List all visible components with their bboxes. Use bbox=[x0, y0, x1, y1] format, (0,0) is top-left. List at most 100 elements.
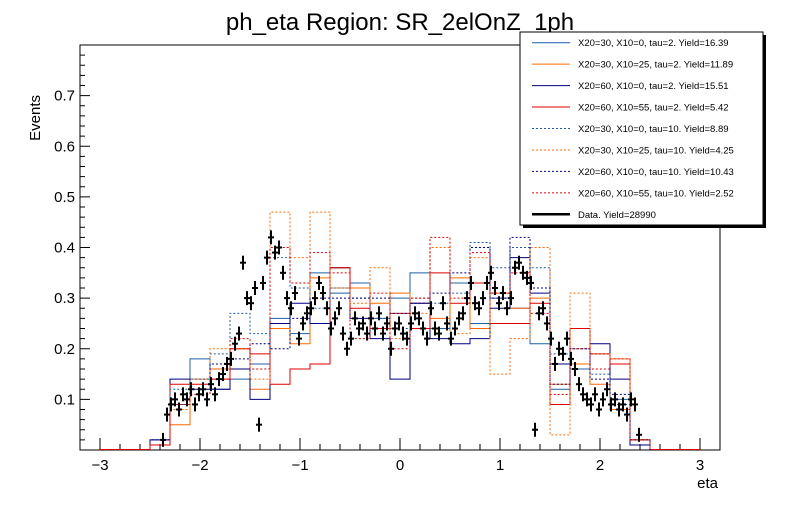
data-point bbox=[224, 356, 230, 371]
data-point bbox=[600, 392, 606, 407]
data-point bbox=[548, 331, 554, 346]
data-point bbox=[232, 336, 238, 351]
data-point bbox=[488, 265, 494, 280]
data-point bbox=[248, 296, 254, 311]
x-tick-label: −2 bbox=[191, 457, 208, 474]
legend-entry-label: X20=30, X10=25, tau=2. Yield=11.89 bbox=[578, 60, 733, 71]
x-tick-label: 1 bbox=[496, 457, 504, 474]
histogram-series-4 bbox=[149, 267, 651, 450]
data-point bbox=[176, 402, 182, 417]
data-point bbox=[376, 306, 382, 321]
data-point bbox=[284, 291, 290, 306]
histogram-series-6 bbox=[149, 211, 651, 450]
legend-entry-label: X20=60, X10=0, tau=2. Yield=15.51 bbox=[578, 81, 729, 92]
data-point bbox=[344, 341, 350, 356]
data-point bbox=[364, 326, 370, 341]
x-tick-label: 2 bbox=[596, 457, 604, 474]
data-point bbox=[188, 382, 194, 397]
data-point bbox=[304, 306, 310, 321]
data-point bbox=[160, 432, 166, 447]
data-point bbox=[260, 275, 266, 290]
data-point bbox=[444, 316, 450, 331]
data-point bbox=[208, 377, 214, 392]
data-point bbox=[280, 265, 286, 280]
data-point bbox=[192, 397, 198, 412]
y-tick-label: 0.1 bbox=[54, 391, 75, 408]
data-point bbox=[164, 407, 170, 422]
data-point bbox=[456, 311, 462, 326]
y-tick-label: 0.5 bbox=[54, 189, 75, 206]
data-point bbox=[408, 316, 414, 331]
data-point bbox=[440, 296, 446, 311]
data-point bbox=[520, 265, 526, 280]
data-point bbox=[432, 321, 438, 336]
data-point bbox=[276, 240, 282, 255]
legend-entry-label: X20=60, X10=55, tau=10. Yield=2.52 bbox=[578, 188, 734, 199]
data-point bbox=[200, 382, 206, 397]
legend: X20=30, X10=0, tau=2. Yield=16.39 X20=30,… bbox=[519, 31, 766, 228]
data-point bbox=[492, 281, 498, 295]
data-point bbox=[396, 316, 402, 331]
data-point bbox=[216, 372, 222, 387]
data-point bbox=[544, 316, 550, 331]
histogram-series-3 bbox=[149, 257, 651, 450]
data-point bbox=[296, 331, 302, 346]
data-point bbox=[532, 422, 538, 437]
legend-entry-label: X20=60, X10=55, tau=2. Yield=5.42 bbox=[578, 103, 729, 114]
data-point bbox=[620, 397, 626, 412]
data-point bbox=[416, 311, 422, 326]
data-point bbox=[524, 270, 530, 285]
data-point bbox=[196, 387, 202, 402]
data-point bbox=[584, 392, 590, 407]
data-point bbox=[244, 291, 250, 306]
histogram-series-2 bbox=[149, 267, 651, 450]
data-point bbox=[388, 341, 394, 356]
data-point bbox=[272, 245, 278, 260]
data-point bbox=[400, 326, 406, 341]
data-point bbox=[572, 362, 578, 376]
data-point bbox=[476, 301, 482, 316]
data-point bbox=[392, 321, 398, 336]
data-point bbox=[360, 316, 366, 331]
plot-area: 0.1 0.2 0.3 0.4 0.5 0.6 0.7 −3 −2 −1 0 1 2 3 bbox=[54, 44, 721, 474]
data-point bbox=[612, 392, 618, 407]
data-point bbox=[328, 321, 334, 336]
y-tick-label: 0.4 bbox=[54, 240, 75, 257]
y-axis-label: Events bbox=[27, 95, 44, 141]
data-point bbox=[516, 255, 522, 270]
data-point bbox=[380, 326, 386, 341]
data-point bbox=[624, 407, 630, 422]
data-point bbox=[316, 275, 322, 290]
x-tick-label: −3 bbox=[91, 457, 108, 474]
x-tick-label: −1 bbox=[291, 457, 308, 474]
data-point bbox=[172, 392, 178, 407]
y-tick-label: 0.7 bbox=[54, 88, 75, 105]
legend-entry-label: X20=30, X10=0, tau=2. Yield=16.39 bbox=[578, 38, 729, 49]
data-point bbox=[480, 291, 486, 306]
data-point bbox=[636, 427, 642, 442]
data-point bbox=[616, 402, 622, 417]
data-point bbox=[448, 331, 454, 346]
y-tick-label: 0.2 bbox=[54, 341, 75, 358]
data-point bbox=[332, 311, 338, 326]
x-axis-label: eta bbox=[697, 475, 719, 492]
data-point bbox=[580, 387, 586, 402]
data-point bbox=[540, 301, 546, 316]
y-tick-label: 0.3 bbox=[54, 290, 75, 307]
legend-entry-label: X20=60, X10=0, tau=10. Yield=10.43 bbox=[578, 167, 734, 178]
chart-title: ph_eta Region: SR_2elOnZ_1ph bbox=[226, 9, 574, 36]
legend-entry-label: X20=30, X10=0, tau=10. Yield=8.89 bbox=[578, 124, 729, 135]
data-point bbox=[336, 301, 342, 316]
data-point bbox=[236, 326, 242, 341]
data-point bbox=[352, 311, 358, 326]
histogram-series-5 bbox=[149, 241, 651, 450]
data-point bbox=[504, 301, 510, 316]
data-point bbox=[568, 351, 574, 366]
data-point bbox=[256, 417, 262, 432]
data-point bbox=[484, 275, 490, 290]
x-tick-label: 0 bbox=[396, 457, 404, 474]
data-point bbox=[424, 331, 430, 346]
data-point bbox=[348, 331, 354, 346]
data-point bbox=[512, 260, 518, 275]
data-point bbox=[596, 402, 602, 417]
